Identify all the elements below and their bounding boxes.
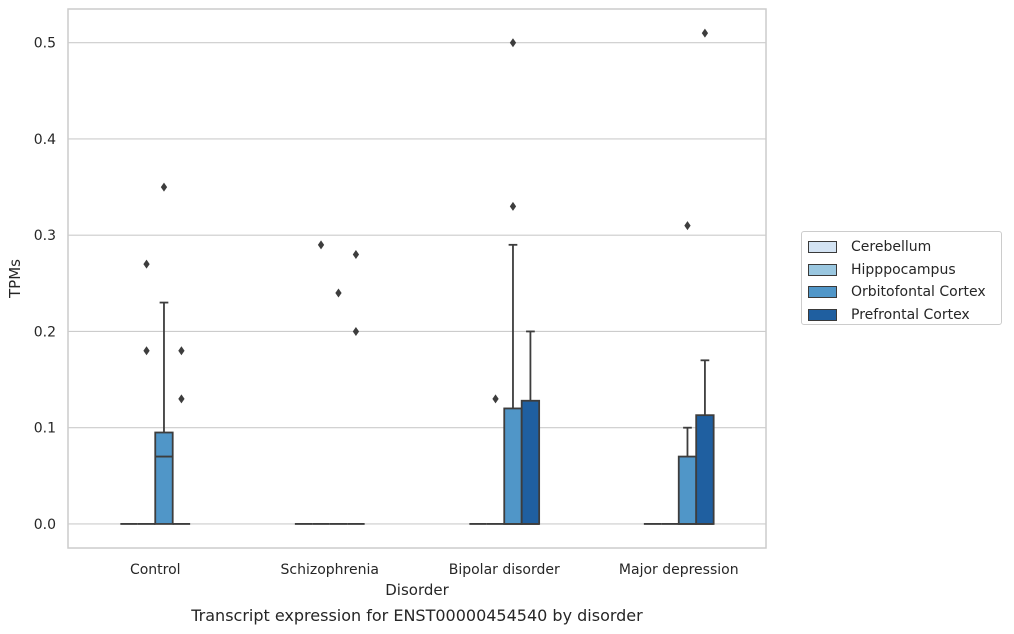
box-prefrontal-cortex-bipolar-disorder [520, 330, 541, 525]
y-axis-ticks: 0.0 0.1 0.2 0.3 0.4 0.5 [34, 36, 56, 533]
box-orbitofontal-cortex-bipolar-disorder [503, 243, 523, 525]
outlier-point [335, 288, 342, 298]
x-tick-label-bipolar-disorder: Bipolar disorder [449, 562, 560, 578]
box-body [677, 455, 698, 525]
outlier-point [143, 346, 150, 356]
y-tick-label: 0.1 [34, 421, 56, 437]
x-tick-label-control: Control [130, 562, 181, 578]
outlier-point [160, 182, 168, 192]
y-tick-label: 0.4 [34, 132, 56, 148]
figure-caption: Transcript expression for ENST0000045454… [191, 606, 643, 625]
legend-label-cerebellum: Cerebellum [851, 239, 932, 256]
box-orbitofontal-cortex-major-depression [677, 426, 698, 525]
legend-swatch-prefrontal-cortex [808, 308, 837, 321]
y-tick-label: 0.5 [34, 36, 56, 52]
x-axis-label: Disorder [385, 581, 449, 599]
legend-swatch-cerebellum [808, 241, 837, 254]
outlier-point [143, 259, 150, 269]
outlier-point [178, 394, 185, 404]
legend-label-prefrontal-cortex: Prefrontal Cortex [851, 306, 970, 323]
legend-item-hippocampus: Hipppocampus [808, 259, 995, 282]
legend-swatch-orbitofrontal-cortex [808, 286, 837, 299]
outliers [143, 28, 709, 404]
box-orbitofontal-cortex-control [154, 301, 174, 525]
box-body [154, 431, 174, 525]
legend-swatch-hippocampus [808, 263, 837, 276]
legend-item-prefrontal-cortex: Prefrontal Cortex [808, 304, 995, 327]
legend-item-orbitofrontal-cortex: Orbitofontal Cortex [808, 281, 995, 304]
outlier-point [352, 326, 360, 336]
legend-label-hippocampus: Hipppocampus [851, 261, 956, 278]
y-tick-label: 0.3 [34, 228, 56, 244]
y-axis-label: TPMs [6, 259, 24, 299]
box-body [695, 414, 715, 525]
x-axis-ticks: Control Schizophrenia Bipolar disorder Majo… [130, 562, 739, 578]
outlier-point [509, 201, 517, 211]
legend-item-cerebellum: Cerebellum [808, 236, 995, 259]
boxes [120, 243, 715, 525]
x-tick-label-major-depression: Major depression [619, 562, 739, 578]
outlier-point [317, 240, 325, 250]
box-body [503, 407, 523, 525]
y-tick-label: 0.0 [34, 517, 56, 533]
outlier-point [178, 346, 185, 356]
outlier-point [492, 394, 499, 404]
plot-area-frame [67, 8, 767, 549]
outlier-point [509, 38, 517, 48]
box-prefrontal-cortex-major-depression [695, 359, 715, 525]
x-tick-label-schizophrenia: Schizophrenia [281, 562, 379, 578]
legend-label-orbitofrontal-cortex: Orbitofontal Cortex [851, 284, 986, 301]
y-tick-label: 0.2 [34, 324, 56, 340]
outlier-point [684, 221, 691, 231]
outlier-point [352, 249, 360, 259]
outlier-point [701, 28, 709, 38]
legend: Cerebellum Hipppocampus Orbitofontal Cor… [801, 231, 1002, 325]
box-body [520, 399, 541, 525]
